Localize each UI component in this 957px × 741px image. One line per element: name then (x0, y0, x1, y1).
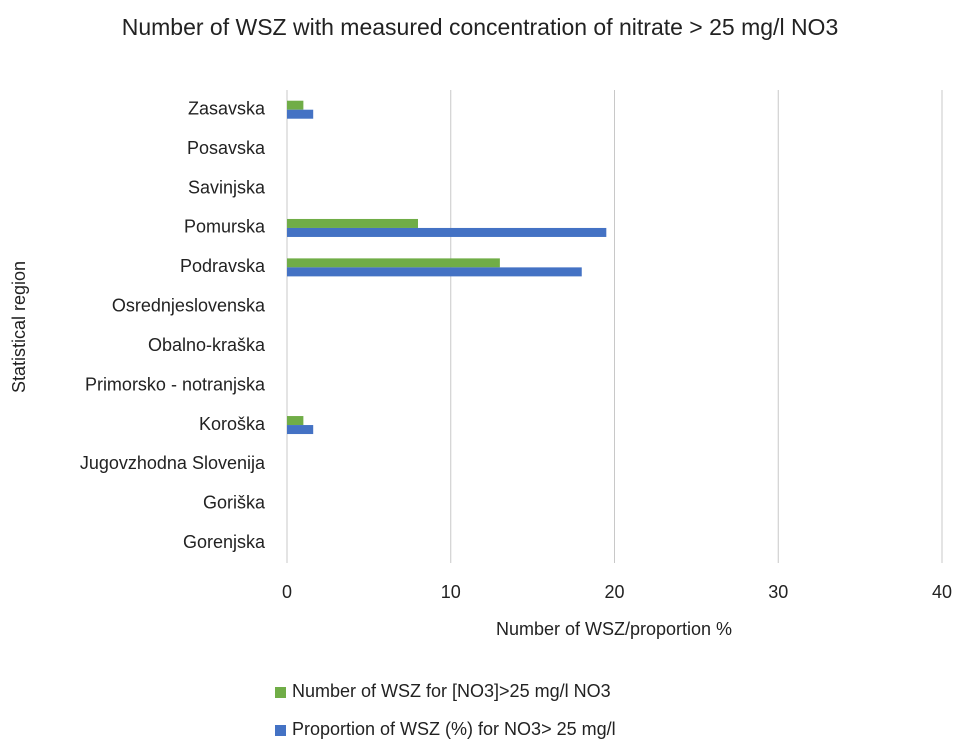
x-tick-label: 40 (932, 582, 952, 602)
bar (287, 218, 418, 228)
y-tick-label: Posavska (187, 138, 266, 158)
y-tick-label: Podravska (180, 256, 266, 276)
bar (287, 267, 582, 277)
y-tick-label: Obalno-kraška (148, 335, 266, 355)
y-tick-label: Gorenjska (183, 532, 266, 552)
y-axis-label: Statistical region (9, 261, 29, 393)
x-tick-label: 30 (768, 582, 788, 602)
x-tick-label: 0 (282, 582, 292, 602)
y-tick-label: Osrednjeslovenska (112, 296, 266, 316)
y-tick-label: Pomurska (184, 217, 266, 237)
bar (287, 227, 607, 237)
bar (287, 425, 314, 435)
bar (287, 258, 500, 268)
y-tick-label: Koroška (199, 414, 266, 434)
legend-swatch (275, 687, 286, 698)
legend-swatch (275, 725, 286, 736)
y-tick-label: Goriška (203, 493, 266, 513)
y-tick-label: Primorsko - notranjska (85, 374, 266, 394)
bar (287, 416, 304, 426)
y-tick-label: Savinjska (188, 177, 266, 197)
bar (287, 109, 314, 119)
y-tick-label: Zasavska (188, 98, 266, 118)
legend-label: Proportion of WSZ (%) for NO3> 25 mg/l (292, 719, 616, 739)
y-tick-label: Jugovzhodna Slovenija (80, 453, 266, 473)
x-axis-label: Number of WSZ/proportion % (496, 619, 732, 639)
legend-label: Number of WSZ for [NO3]>25 mg/l NO3 (292, 681, 611, 701)
chart-title: Number of WSZ with measured concentratio… (121, 14, 839, 40)
bar (287, 100, 304, 110)
x-tick-label: 20 (604, 582, 624, 602)
x-tick-label: 10 (441, 582, 461, 602)
